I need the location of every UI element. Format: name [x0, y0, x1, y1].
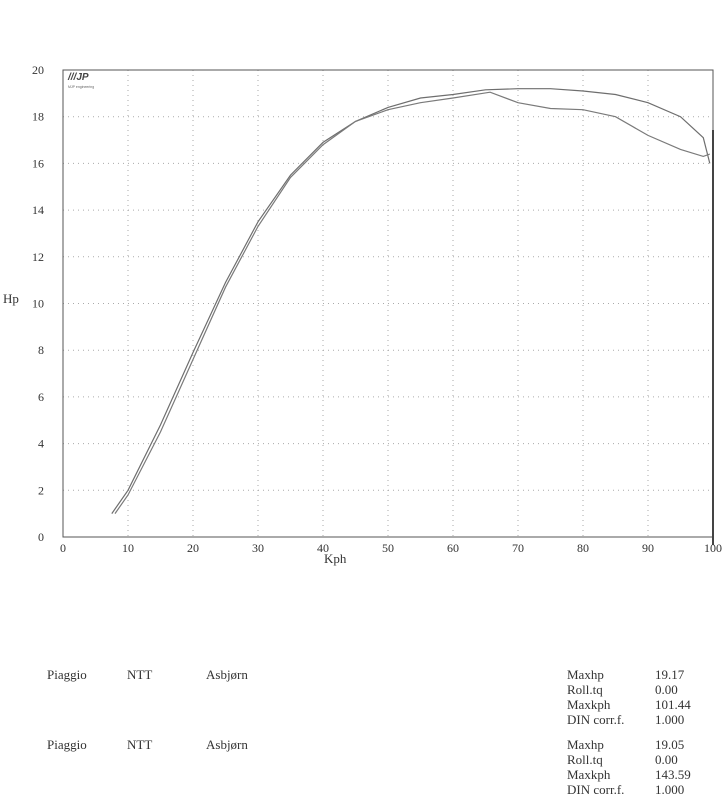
stat-value: 19.17 — [655, 667, 685, 682]
stat-label: DIN corr.f. — [567, 712, 625, 727]
stat-value: 101.44 — [655, 697, 691, 712]
svg-text:///JP: ///JP — [67, 72, 89, 83]
run-make: Piaggio — [47, 737, 87, 752]
x-tick-label: 80 — [577, 541, 589, 555]
stat-label: Maxkph — [567, 697, 611, 712]
logo: ///JP MJP engineering — [67, 72, 94, 89]
stat-value: 0.00 — [655, 752, 678, 767]
x-tick-label: 60 — [447, 541, 459, 555]
y-tick-label: 2 — [38, 483, 44, 497]
y-axis-label: Hp — [3, 291, 19, 306]
stat-label: DIN corr.f. — [567, 782, 625, 797]
stat-value: 1.000 — [655, 782, 685, 797]
y-tick-label: 6 — [38, 390, 44, 404]
y-tick-label: 16 — [32, 156, 44, 170]
series-line-1 — [111, 88, 711, 514]
stat-value: 19.05 — [655, 737, 685, 752]
run-owner: Asbjørn — [206, 667, 248, 682]
x-tick-label: 20 — [187, 541, 199, 555]
y-tick-label: 20 — [32, 63, 44, 77]
grid — [63, 70, 713, 537]
stat-label: Maxkph — [567, 767, 611, 782]
stat-label: Roll.tq — [567, 752, 603, 767]
y-tick-label: 12 — [32, 250, 44, 264]
x-tick-label: 90 — [642, 541, 654, 555]
stat-value: 1.000 — [655, 712, 685, 727]
stat-value: 143.59 — [655, 767, 691, 782]
x-tick-label: 0 — [60, 541, 66, 555]
x-tick-label: 50 — [382, 541, 394, 555]
run-make: Piaggio — [47, 667, 87, 682]
stat-label: Roll.tq — [567, 682, 603, 697]
stat-value: 0.00 — [655, 682, 678, 697]
run-model: NTT — [127, 737, 153, 752]
x-tick-label: 10 — [122, 541, 134, 555]
x-tick-label: 70 — [512, 541, 524, 555]
run-owner: Asbjørn — [206, 737, 248, 752]
y-tick-label: 8 — [38, 343, 44, 357]
y-tick-label: 14 — [32, 203, 44, 217]
run-model: NTT — [127, 667, 153, 682]
series-line-2 — [114, 91, 711, 514]
stat-label: Maxhp — [567, 737, 604, 752]
x-tick-label: 40 — [317, 541, 329, 555]
svg-text:MJP engineering: MJP engineering — [68, 85, 94, 89]
y-tick-label: 4 — [38, 437, 44, 451]
x-tick-label: 100 — [704, 541, 722, 555]
y-tick-label: 10 — [32, 297, 44, 311]
x-axis-label: Kph — [324, 551, 347, 566]
y-tick-label: 18 — [32, 110, 44, 124]
x-tick-label: 30 — [252, 541, 264, 555]
stat-label: Maxhp — [567, 667, 604, 682]
y-tick-label: 0 — [38, 530, 44, 544]
